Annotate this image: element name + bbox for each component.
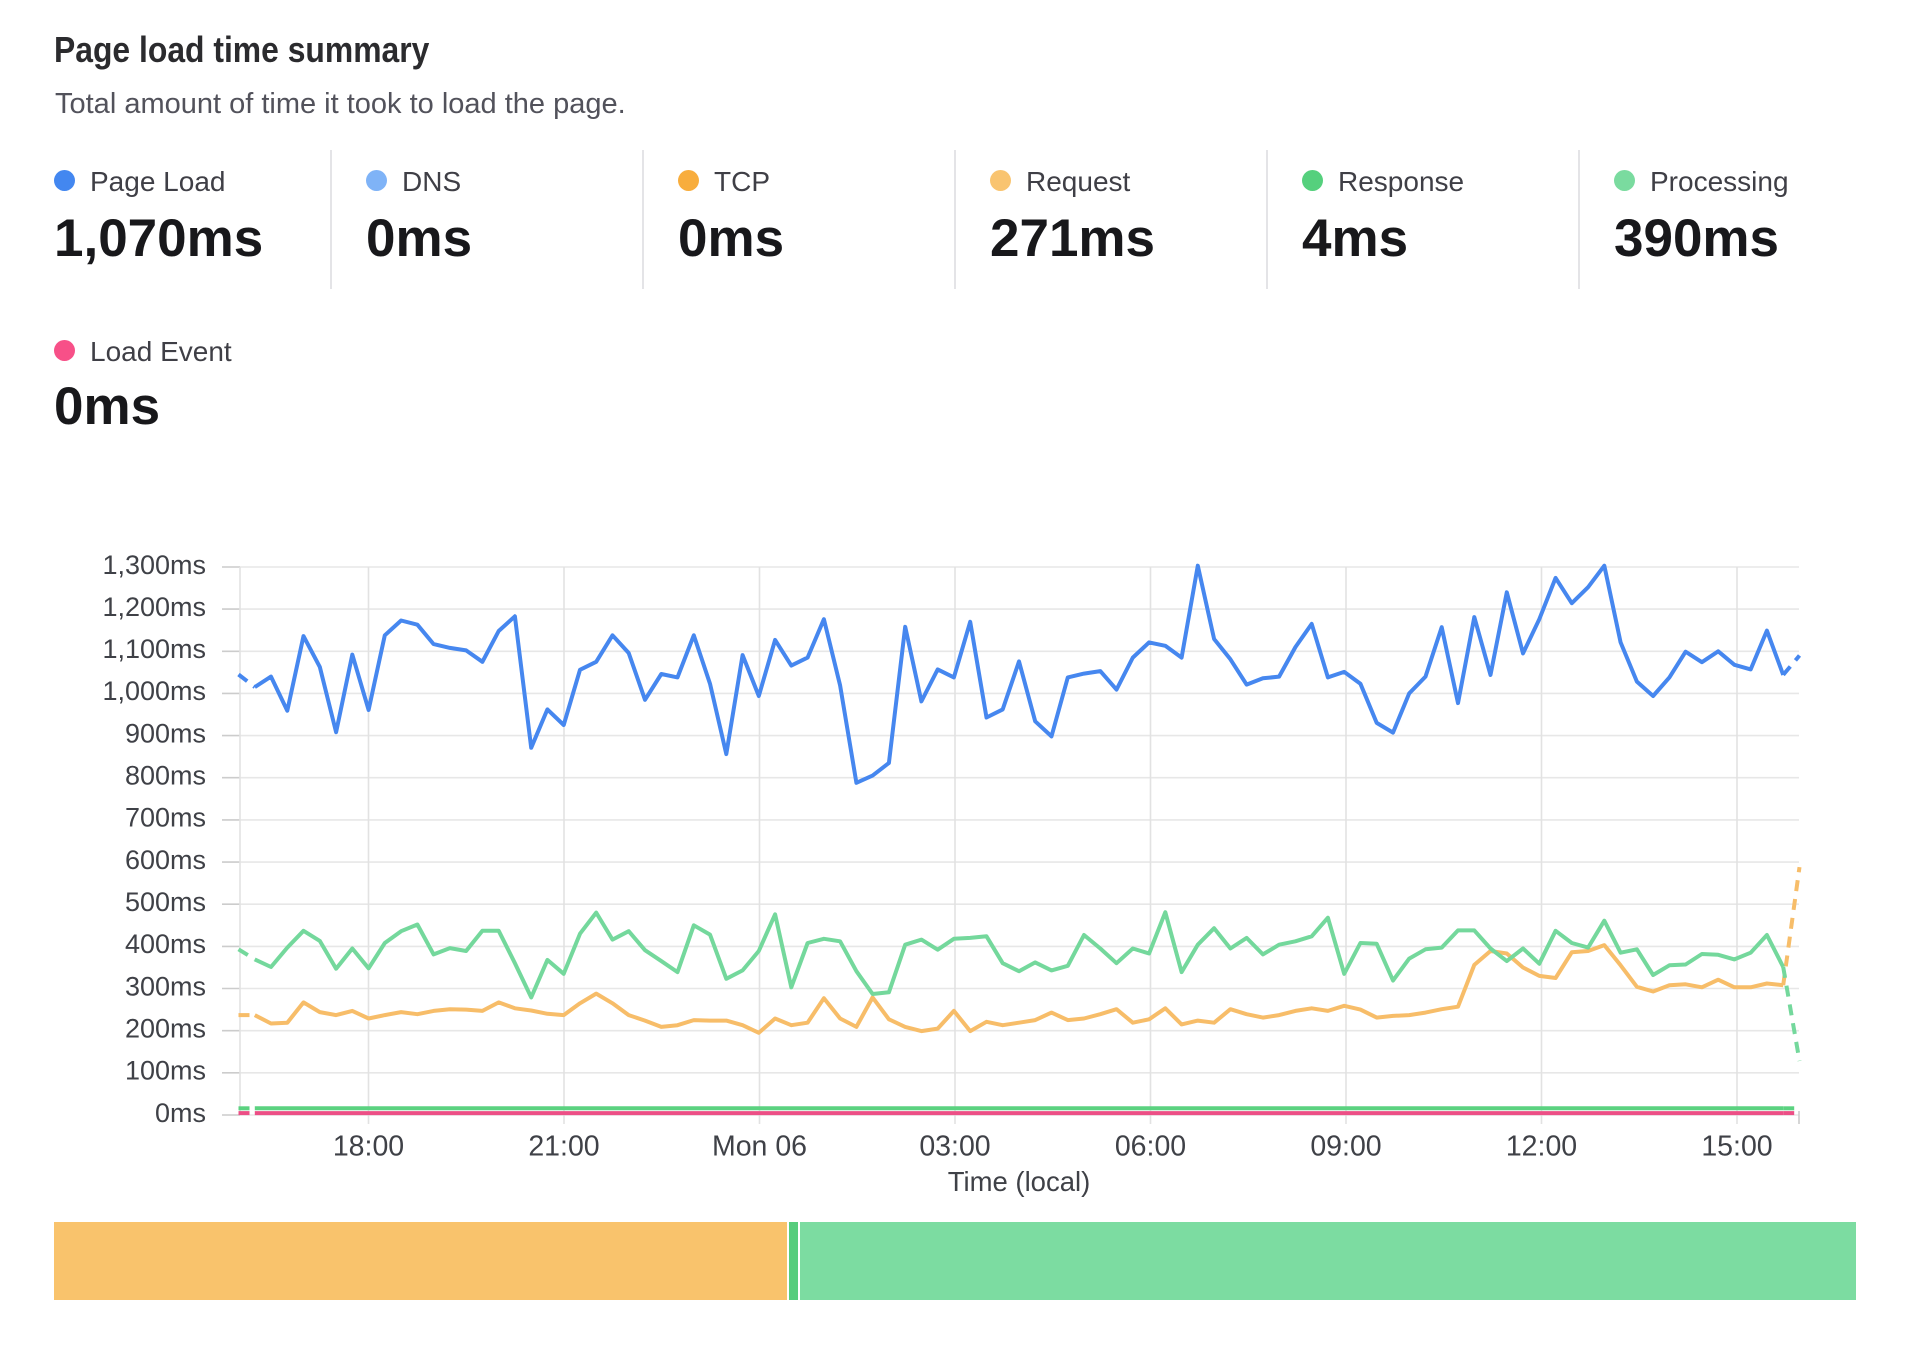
svg-text:18:00: 18:00 <box>333 1131 404 1163</box>
svg-text:Mon 06: Mon 06 <box>712 1131 807 1163</box>
svg-text:1,100ms: 1,100ms <box>102 634 206 664</box>
svg-text:1,000ms: 1,000ms <box>102 676 206 706</box>
svg-text:06:00: 06:00 <box>1115 1131 1186 1163</box>
svg-text:700ms: 700ms <box>125 803 206 833</box>
svg-text:0ms: 0ms <box>155 1098 206 1128</box>
svg-text:21:00: 21:00 <box>528 1131 599 1163</box>
svg-text:600ms: 600ms <box>125 845 206 875</box>
svg-text:12:00: 12:00 <box>1506 1131 1577 1163</box>
svg-text:15:00: 15:00 <box>1701 1131 1772 1163</box>
svg-text:900ms: 900ms <box>125 718 206 748</box>
svg-text:03:00: 03:00 <box>919 1131 990 1163</box>
svg-text:100ms: 100ms <box>125 1056 206 1086</box>
svg-text:Time (local): Time (local) <box>948 1166 1091 1197</box>
svg-text:200ms: 200ms <box>125 1014 206 1044</box>
svg-text:800ms: 800ms <box>125 761 206 791</box>
svg-text:1,200ms: 1,200ms <box>102 592 206 622</box>
svg-text:300ms: 300ms <box>125 971 206 1001</box>
svg-text:400ms: 400ms <box>125 929 206 959</box>
svg-text:1,300ms: 1,300ms <box>102 550 206 580</box>
svg-text:500ms: 500ms <box>125 887 206 917</box>
svg-text:09:00: 09:00 <box>1310 1131 1381 1163</box>
